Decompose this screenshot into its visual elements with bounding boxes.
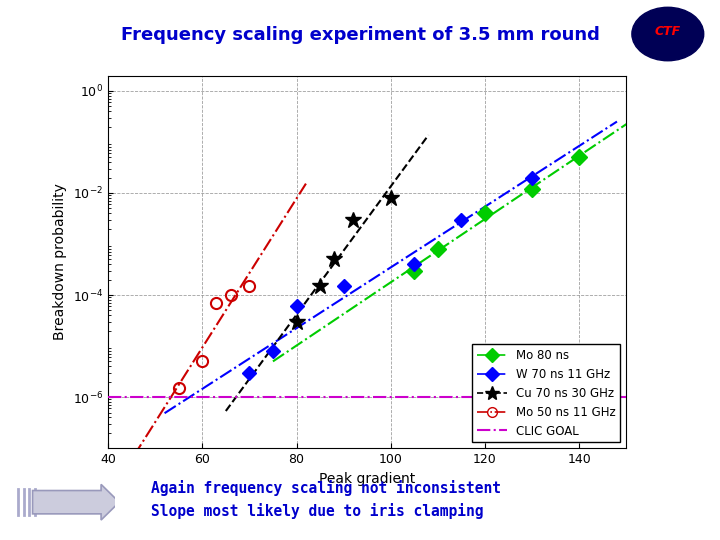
Legend: Mo 80 ns, W 70 ns 11 GHz, Cu 70 ns 30 GHz, Mo 50 ns 11 GHz, CLIC GOAL: Mo 80 ns, W 70 ns 11 GHz, Cu 70 ns 30 GH… (472, 344, 621, 442)
Text: Frequency scaling experiment of 3.5 mm round: Frequency scaling experiment of 3.5 mm r… (120, 26, 600, 44)
X-axis label: Peak gradient: Peak gradient (319, 471, 415, 485)
FancyArrow shape (32, 484, 120, 520)
Y-axis label: Breakdown probability: Breakdown probability (53, 184, 67, 340)
Text: Again frequency scaling not inconsistent
Slope most likely due to iris clamping: Again frequency scaling not inconsistent… (151, 480, 501, 519)
Text: CERN: CERN (34, 29, 60, 38)
Text: CTF: CTF (654, 24, 681, 38)
Ellipse shape (632, 7, 703, 60)
